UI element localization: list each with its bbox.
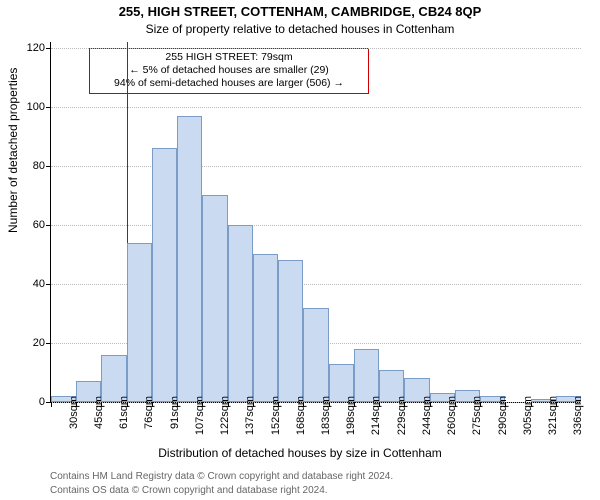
y-axis-label: Number of detached properties — [6, 68, 20, 233]
histogram-bar — [303, 308, 328, 402]
x-tick-mark — [278, 402, 279, 407]
histogram-bar — [278, 260, 303, 402]
x-tick-mark — [455, 402, 456, 407]
x-tick-mark — [101, 402, 102, 407]
plot-area: 255 HIGH STREET: 79sqm← 5% of detached h… — [50, 42, 581, 403]
x-tick-mark — [253, 402, 254, 407]
x-tick-mark — [505, 402, 506, 407]
gridline — [51, 166, 581, 167]
property-size-histogram: 255, HIGH STREET, COTTENHAM, CAMBRIDGE, … — [0, 0, 600, 500]
y-tick-mark — [46, 284, 51, 285]
license-line-2: Contains OS data © Crown copyright and d… — [50, 485, 328, 496]
x-tick-mark — [404, 402, 405, 407]
x-tick-mark — [480, 402, 481, 407]
x-tick-mark — [303, 402, 304, 407]
histogram-bar — [177, 116, 202, 402]
histogram-bar — [202, 195, 227, 402]
y-tick-label: 20 — [17, 337, 45, 349]
marker-callout-line: ← 5% of detached houses are smaller (29) — [96, 64, 362, 77]
y-tick-label: 40 — [17, 278, 45, 290]
y-tick-label: 100 — [17, 101, 45, 113]
y-tick-label: 0 — [17, 396, 45, 408]
x-tick-label: 290sqm — [497, 396, 509, 435]
y-tick-mark — [46, 343, 51, 344]
marker-callout-line: 255 HIGH STREET: 79sqm — [96, 51, 362, 64]
chart-title-sub: Size of property relative to detached ho… — [0, 22, 600, 36]
license-line-1: Contains HM Land Registry data © Crown c… — [50, 471, 393, 482]
x-tick-mark — [152, 402, 153, 407]
histogram-bar — [354, 349, 379, 402]
marker-callout: 255 HIGH STREET: 79sqm← 5% of detached h… — [89, 48, 369, 94]
histogram-bar — [101, 355, 126, 402]
x-tick-mark — [531, 402, 532, 407]
gridline — [51, 107, 581, 108]
marker-callout-line: 94% of semi-detached houses are larger (… — [96, 77, 362, 90]
x-tick-mark — [202, 402, 203, 407]
y-tick-label: 80 — [17, 160, 45, 172]
x-tick-mark — [51, 402, 52, 407]
x-tick-mark — [228, 402, 229, 407]
histogram-bar — [152, 148, 177, 402]
y-tick-mark — [46, 48, 51, 49]
histogram-bar — [228, 225, 253, 402]
histogram-bar — [253, 254, 278, 402]
x-tick-mark — [379, 402, 380, 407]
chart-title-main: 255, HIGH STREET, COTTENHAM, CAMBRIDGE, … — [0, 4, 600, 19]
x-tick-label: 336sqm — [572, 396, 584, 435]
x-tick-mark — [329, 402, 330, 407]
x-tick-mark — [354, 402, 355, 407]
x-tick-mark — [76, 402, 77, 407]
x-tick-mark — [556, 402, 557, 407]
y-tick-mark — [46, 225, 51, 226]
y-tick-label: 60 — [17, 219, 45, 231]
y-tick-mark — [46, 107, 51, 108]
x-tick-mark — [430, 402, 431, 407]
x-tick-mark — [177, 402, 178, 407]
x-tick-mark — [127, 402, 128, 407]
histogram-bar — [127, 243, 152, 402]
x-axis-label: Distribution of detached houses by size … — [0, 446, 600, 460]
y-tick-mark — [46, 166, 51, 167]
gridline — [51, 48, 581, 49]
y-tick-label: 120 — [17, 42, 45, 54]
gridline — [51, 225, 581, 226]
